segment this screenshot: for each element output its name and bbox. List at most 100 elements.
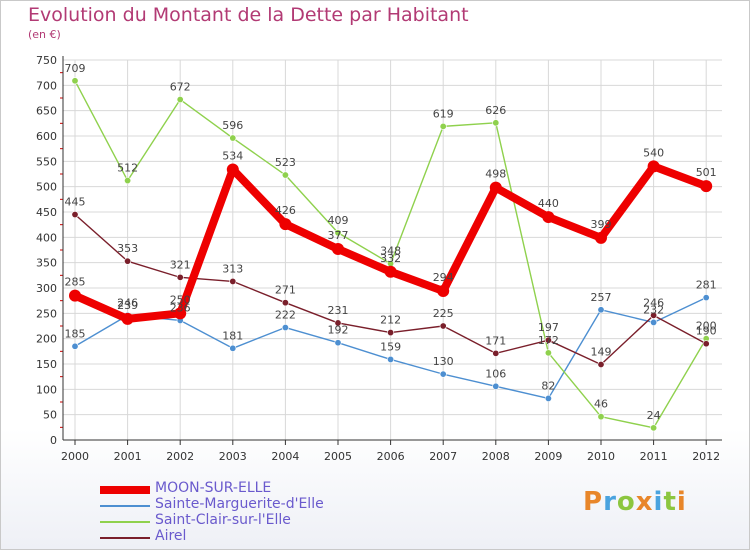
data-label: 246 — [643, 296, 664, 309]
data-point — [71, 77, 79, 85]
data-label: 377 — [328, 229, 349, 242]
x-tick-label: 2010 — [587, 450, 615, 463]
y-tick-label: 150 — [36, 358, 57, 371]
y-tick-label: 700 — [36, 79, 57, 92]
data-point — [595, 231, 607, 244]
data-label: 294 — [433, 271, 454, 284]
data-point — [124, 257, 132, 265]
data-point — [650, 311, 658, 319]
data-label: 46 — [594, 398, 608, 411]
data-label: 257 — [591, 291, 612, 304]
logo-letter: r — [603, 487, 617, 517]
data-point — [121, 312, 134, 325]
data-label: 225 — [433, 307, 454, 320]
data-point — [229, 344, 237, 352]
x-tick-label: 2001 — [114, 450, 142, 463]
legend-label: Sainte-Marguerite-d'Elle — [155, 496, 324, 512]
y-tick-label: 500 — [36, 181, 57, 194]
y-tick-label: 50 — [43, 409, 57, 422]
data-label: 171 — [485, 334, 506, 347]
data-label: 501 — [696, 166, 717, 179]
y-tick-label: 650 — [36, 105, 57, 118]
data-point — [387, 355, 395, 363]
data-label: 190 — [696, 325, 717, 338]
data-label: 24 — [647, 409, 661, 422]
data-label: 172 — [538, 334, 559, 347]
legend-item: Sainte-Marguerite-d'Elle — [100, 496, 360, 515]
data-label: 426 — [275, 204, 296, 217]
data-point — [174, 307, 187, 320]
legend-swatch — [100, 505, 150, 507]
data-label: 353 — [117, 242, 138, 255]
data-point — [229, 134, 237, 142]
data-label: 409 — [328, 214, 349, 227]
data-point — [281, 299, 289, 307]
data-point — [597, 306, 605, 314]
data-point — [176, 96, 184, 104]
data-point — [439, 370, 447, 378]
data-label: 82 — [541, 379, 555, 392]
y-tick-label: 550 — [36, 155, 57, 168]
data-point — [650, 318, 658, 326]
data-point — [334, 229, 342, 237]
y-tick-label: 250 — [36, 307, 57, 320]
data-label: 192 — [328, 324, 349, 337]
data-point — [544, 349, 552, 357]
data-point — [544, 336, 552, 344]
chart-title: Evolution du Montant de la Dette par Hab… — [28, 4, 469, 26]
legend-label: Saint-Clair-sur-l'Elle — [155, 512, 291, 528]
x-tick-label: 2002 — [166, 450, 194, 463]
x-tick-label: 2006 — [377, 450, 405, 463]
x-tick-label: 2003 — [219, 450, 247, 463]
data-label: 212 — [380, 314, 401, 327]
data-label: 200 — [696, 320, 717, 333]
logo-letter: x — [635, 487, 654, 517]
data-point — [124, 177, 132, 185]
data-point — [439, 322, 447, 330]
data-label: 619 — [433, 107, 454, 120]
data-point — [226, 163, 239, 176]
data-point — [69, 289, 81, 302]
y-tick-label: 350 — [36, 257, 57, 270]
data-point — [542, 211, 555, 224]
data-label: 232 — [643, 303, 664, 316]
logo-letter: t — [663, 487, 677, 517]
y-tick-label: 0 — [50, 434, 57, 447]
y-tick-label: 400 — [36, 231, 57, 244]
data-point — [281, 171, 289, 179]
data-label: 540 — [643, 146, 664, 159]
data-label: 159 — [380, 340, 401, 353]
y-tick-label: 100 — [36, 383, 57, 396]
legend-swatch — [100, 486, 150, 494]
legend-item: MOON-SUR-ELLE — [100, 480, 360, 499]
y-tick-label: 750 — [36, 54, 57, 67]
data-label: 250 — [170, 293, 191, 306]
legend-label: MOON-SUR-ELLE — [155, 480, 272, 496]
data-label: 512 — [117, 162, 138, 175]
legend-swatch — [100, 521, 150, 523]
data-label: 281 — [696, 279, 717, 292]
data-point — [71, 342, 79, 350]
data-label: 246 — [117, 296, 138, 309]
data-point — [647, 160, 660, 173]
legend-item: Saint-Clair-sur-l'Elle — [100, 512, 360, 531]
data-label: 709 — [65, 62, 86, 75]
x-tick-label: 2012 — [692, 450, 720, 463]
legend-label: Airel — [155, 528, 187, 544]
x-tick-label: 2004 — [271, 450, 299, 463]
y-tick-label: 450 — [36, 206, 57, 219]
logo-letter: i — [653, 487, 664, 517]
data-label: 399 — [591, 218, 612, 231]
data-label: 271 — [275, 284, 296, 297]
data-point — [597, 361, 605, 369]
data-point — [492, 119, 500, 127]
data-label: 181 — [222, 329, 243, 342]
logo-letter: i — [676, 487, 687, 517]
data-label: 445 — [65, 196, 86, 209]
data-label: 185 — [65, 327, 86, 340]
logo-letter: o — [616, 487, 636, 517]
x-tick-label: 2005 — [324, 450, 352, 463]
data-point — [650, 424, 658, 432]
